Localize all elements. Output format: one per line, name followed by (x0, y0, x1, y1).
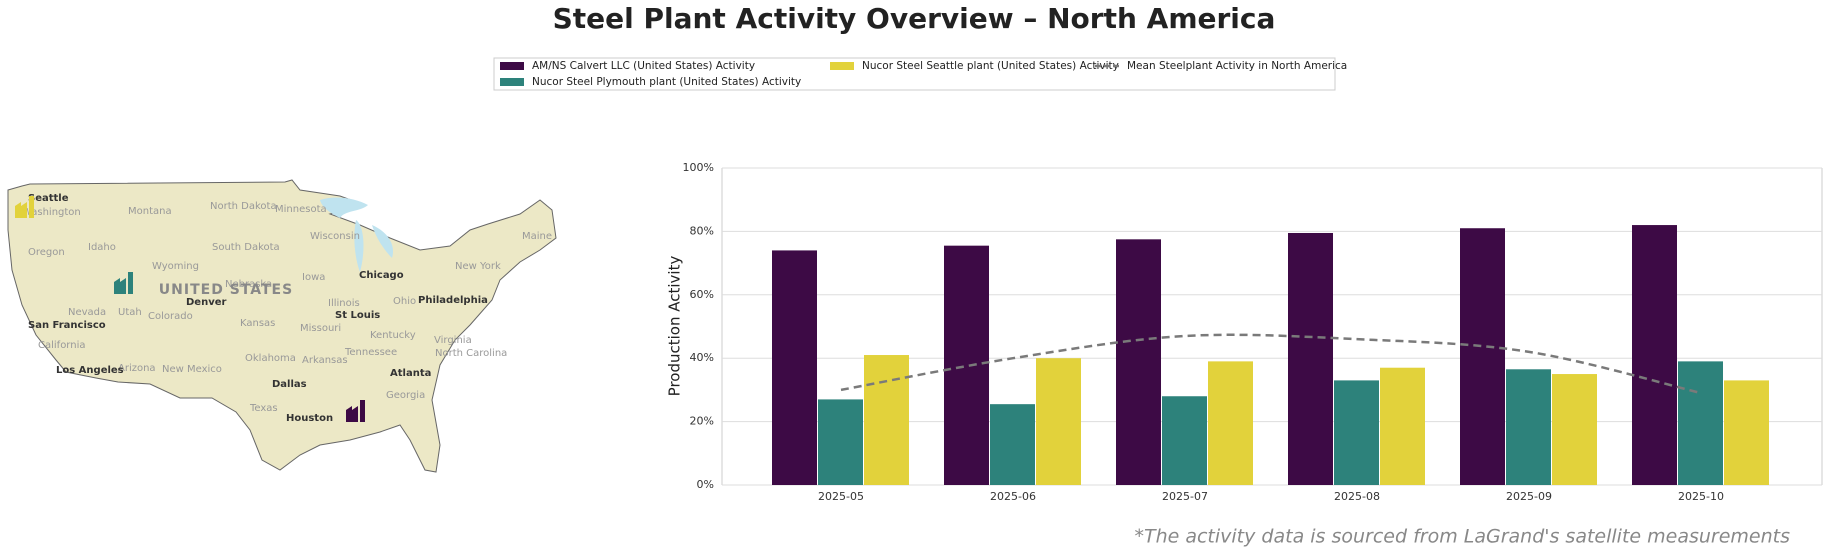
bar (1552, 374, 1597, 485)
map-label: New York (455, 261, 501, 272)
map-label: Arkansas (302, 355, 348, 366)
legend-label: Mean Steelplant Activity in North Americ… (1127, 60, 1347, 72)
y-axis-label: Production Activity (666, 256, 684, 397)
bar (1724, 380, 1769, 485)
map-city-label: Chicago (359, 270, 404, 281)
map-label: Oregon (28, 247, 65, 258)
bar (772, 250, 817, 485)
map-city-label: St Louis (335, 310, 380, 321)
map-city-label: Los Angeles (56, 365, 124, 376)
legend-swatch (500, 78, 524, 86)
map-label: Washington (22, 207, 81, 218)
bar (864, 355, 909, 485)
y-tick-label: 40% (690, 351, 714, 364)
map-city-label: Atlanta (390, 368, 431, 379)
x-tick-label: 2025-08 (1334, 490, 1380, 503)
lake-superior (320, 197, 368, 218)
map-label: Minnesota (275, 204, 327, 215)
bar (1208, 361, 1253, 485)
us-outline (7, 179, 557, 473)
lake-michigan (354, 220, 364, 272)
mean-line (840, 333, 1702, 395)
map-label: Nebraska (225, 279, 272, 290)
map-label: Texas (249, 403, 278, 414)
legend-label: AM/NS Calvert LLC (United States) Activi… (532, 60, 755, 72)
y-tick-label: 20% (690, 415, 714, 428)
map-label: Iowa (302, 272, 325, 283)
map-label: New Mexico (162, 364, 222, 375)
map-label: UNITED STATES (159, 282, 293, 298)
map-label: Virginia (434, 335, 472, 346)
bar (944, 245, 989, 485)
map-label: California (38, 340, 86, 351)
map-label: Ohio (393, 296, 416, 307)
map-label: Montana (128, 206, 172, 217)
map-label: Illinois (328, 298, 360, 309)
legend-label: Nucor Steel Seattle plant (United States… (862, 60, 1119, 72)
map-city-label: San Francisco (28, 320, 106, 331)
bar (1678, 361, 1723, 485)
legend-label: Nucor Steel Plymouth plant (United State… (532, 76, 801, 88)
bar (1334, 380, 1379, 485)
map-label: Idaho (88, 242, 116, 253)
map-label: Colorado (148, 311, 193, 322)
lake-huron (372, 225, 394, 258)
bar (1116, 239, 1161, 485)
bar (1162, 396, 1207, 485)
map-label: Wisconsin (310, 231, 360, 242)
y-tick-label: 100% (683, 161, 714, 174)
bar (1036, 358, 1081, 485)
chart-title: Steel Plant Activity Overview – North Am… (553, 2, 1276, 35)
bar (990, 404, 1035, 485)
legend-swatch (500, 62, 524, 70)
map-label: Missouri (300, 323, 341, 334)
x-tick-label: 2025-06 (990, 490, 1036, 503)
plant-icon (15, 196, 34, 218)
map-city-label: Philadelphia (418, 295, 488, 306)
map-city-label: Seattle (28, 193, 69, 204)
map-city-label: Denver (186, 297, 227, 308)
x-tick-label: 2025-05 (818, 490, 864, 503)
map-label: North Dakota (210, 201, 277, 212)
map-label: Tennessee (344, 347, 397, 358)
x-tick-label: 2025-09 (1506, 490, 1552, 503)
map-label: Utah (118, 307, 142, 318)
map-label: Kentucky (370, 330, 416, 341)
bar (1460, 228, 1505, 486)
map-label: Georgia (386, 390, 425, 401)
x-tick-label: 2025-07 (1162, 490, 1208, 503)
bar (1288, 232, 1333, 485)
map-label: Oklahoma (245, 353, 296, 364)
map-label: Maine (522, 231, 552, 242)
bar (1632, 225, 1677, 485)
map-city-label: Houston (286, 413, 333, 424)
y-tick-label: 80% (690, 224, 714, 237)
map-label: Arizona (118, 363, 156, 374)
bar (1506, 369, 1551, 485)
footnote: *The activity data is sourced from LaGra… (1134, 526, 1790, 548)
legend-box (493, 57, 1336, 91)
map (7, 179, 557, 473)
map-city-label: Dallas (272, 379, 307, 390)
map-label: Kansas (240, 318, 275, 329)
plant-icon (346, 400, 365, 422)
map-label: South Dakota (212, 242, 280, 253)
bar (1380, 367, 1425, 485)
legend-swatch (830, 62, 854, 70)
plant-icon (114, 272, 133, 294)
map-label: Nevada (68, 307, 106, 318)
y-tick-label: 0% (697, 478, 714, 491)
y-tick-label: 60% (690, 288, 714, 301)
bar (818, 399, 863, 485)
map-label: North Carolina (435, 348, 507, 359)
map-label: Wyoming (152, 261, 199, 272)
x-tick-label: 2025-10 (1678, 490, 1724, 503)
